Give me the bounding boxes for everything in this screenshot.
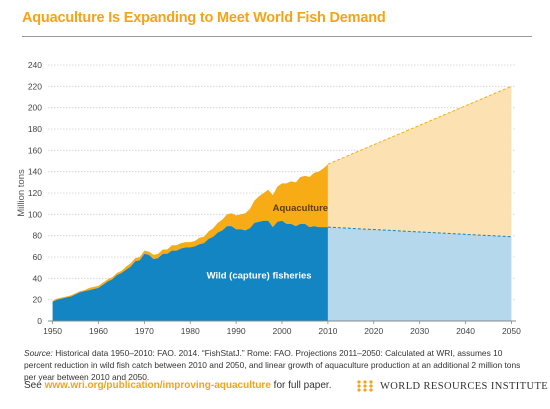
- y-tick-label-40: 40: [33, 273, 43, 283]
- x-tick-label-1950: 1950: [43, 326, 62, 336]
- footer-prefix: See: [24, 380, 45, 391]
- x-tick-label-2050: 2050: [502, 326, 521, 336]
- wild-projected-line: [327, 226, 512, 238]
- x-tick-label-1990: 1990: [227, 326, 246, 336]
- y-tick-label-80: 80: [33, 231, 43, 241]
- annotation-wild-fisheries: Wild (capture) fisheries: [207, 270, 312, 281]
- y-tick-label-140: 140: [28, 167, 42, 177]
- source-lead: Source:: [24, 348, 53, 358]
- y-tick-label-200: 200: [28, 103, 42, 113]
- x-tick-label-2030: 2030: [410, 326, 429, 336]
- footer-suffix: for full paper.: [270, 380, 332, 391]
- x-tick-label-2010: 2010: [318, 326, 337, 336]
- y-tick-label-60: 60: [33, 252, 43, 262]
- paper-link[interactable]: www.wri.org/publication/improving-aquacu…: [44, 380, 271, 391]
- x-tick-label-2020: 2020: [364, 326, 383, 336]
- source-text: Historical data 1950–2010: FAO. 2014. “F…: [24, 348, 521, 382]
- title-divider: [22, 36, 532, 37]
- y-tick-label-100: 100: [28, 209, 42, 219]
- chart-labels: Million tons Aquaculture Wild (capture) fi…: [16, 169, 328, 281]
- y-axis-label: Million tons: [16, 169, 27, 217]
- wild-projected-area: [327, 227, 512, 321]
- x-tick-label-2040: 2040: [456, 326, 475, 336]
- wri-logo-icon: [357, 380, 373, 392]
- aquaculture-projected-area: [327, 86, 512, 237]
- aquaculture-historical-area: [52, 164, 328, 302]
- annotation-aquaculture: Aquaculture: [273, 203, 328, 214]
- source-note: Source: Historical data 1950–2010: FAO. …: [24, 347, 524, 383]
- area-layer: [52, 85, 512, 321]
- x-tick-label-1960: 1960: [89, 326, 108, 336]
- x-tick-label-2000: 2000: [273, 326, 292, 336]
- wri-name: WORLD RESOURCES INSTITUTE: [380, 380, 549, 392]
- wild-historical-area: [52, 220, 328, 321]
- y-tick-label-220: 220: [28, 81, 42, 91]
- y-tick-label-0: 0: [37, 316, 42, 326]
- footer-note: See www.wri.org/publication/improving-aq…: [24, 380, 331, 391]
- wri-logo-block: WORLD RESOURCES INSTITUTE: [356, 379, 548, 393]
- chart-title: Aquaculture Is Expanding to Meet World F…: [22, 10, 386, 26]
- y-tick-label-20: 20: [33, 295, 43, 305]
- aquaculture-projected-line: [327, 85, 512, 165]
- y-tick-label-160: 160: [28, 145, 42, 155]
- x-tick-label-1970: 1970: [135, 326, 154, 336]
- y-tick-label-180: 180: [28, 124, 42, 134]
- x-tick-label-1980: 1980: [181, 326, 200, 336]
- y-tick-label-240: 240: [28, 60, 42, 70]
- y-tick-label-120: 120: [28, 188, 42, 198]
